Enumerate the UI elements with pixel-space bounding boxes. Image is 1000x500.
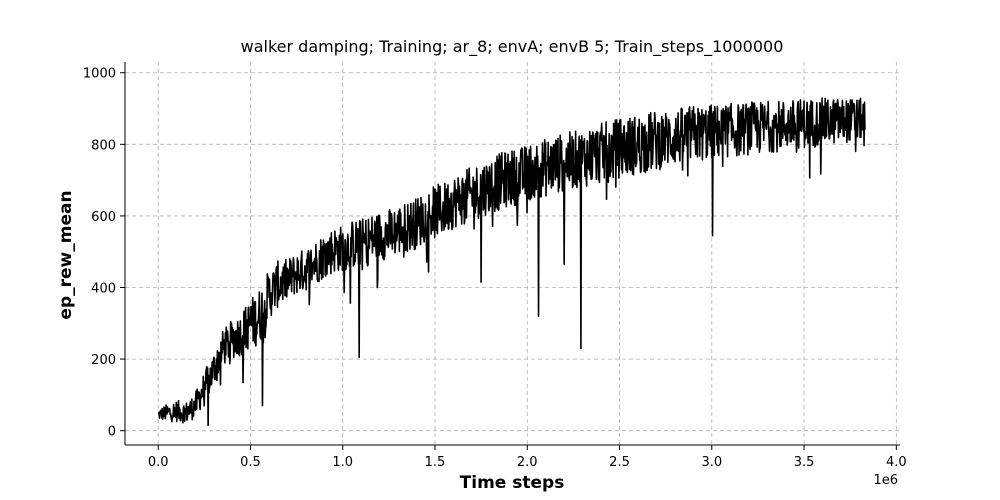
series-layer [157,97,866,427]
x-axis-label: Time steps [460,473,565,493]
x-offset-label: 1e6 [873,473,898,488]
y-tick-label: 0 [108,425,116,440]
x-tick-label: 1.5 [425,455,446,470]
x-tick-label: 1.0 [332,455,353,470]
x-ticks: 0.0 0.5 1.0 1.5 2.0 2.5 3.0 3.5 4.0 [148,445,907,470]
x-tick-label: 0.0 [148,455,169,470]
x-tick-label: 4.0 [886,455,907,470]
axes [124,62,900,446]
x-tick-label: 3.5 [794,455,815,470]
y-tick-label: 1000 [83,67,116,82]
x-tick-label: 0.5 [240,455,261,470]
grid [125,62,900,445]
series-line [157,97,866,427]
y-tick-label: 400 [91,282,116,297]
x-tick-label: 2.0 [517,455,538,470]
y-ticks: 0 200 400 600 800 1000 [83,67,125,440]
y-tick-label: 800 [91,138,116,153]
y-tick-label: 200 [91,353,116,368]
chart-title: walker damping; Training; ar_8; envA; en… [241,37,784,57]
y-tick-label: 600 [91,210,116,225]
y-axis-label: ep_rew_mean [56,190,76,319]
x-tick-label: 2.5 [609,455,630,470]
x-tick-label: 3.0 [701,455,722,470]
